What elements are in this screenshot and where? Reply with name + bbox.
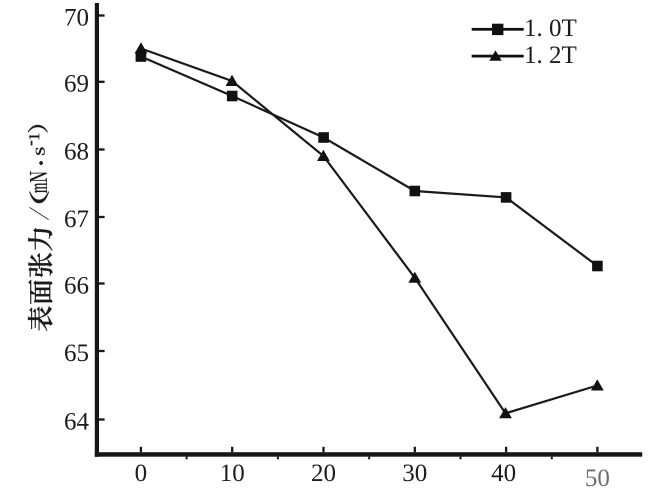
svg-text:69: 69 bbox=[64, 71, 89, 98]
svg-text:20: 20 bbox=[311, 460, 336, 487]
svg-text:70: 70 bbox=[64, 4, 89, 31]
svg-text:65: 65 bbox=[64, 340, 89, 367]
svg-text:1. 2T: 1. 2T bbox=[524, 42, 577, 69]
svg-text:64: 64 bbox=[64, 408, 90, 435]
svg-text:40: 40 bbox=[491, 460, 516, 487]
svg-text:66: 66 bbox=[64, 272, 89, 299]
svg-text:30: 30 bbox=[402, 460, 427, 487]
svg-text:0: 0 bbox=[135, 460, 148, 487]
svg-text:1. 0T: 1. 0T bbox=[524, 15, 577, 42]
svg-text:50: 50 bbox=[585, 465, 610, 492]
svg-text:10: 10 bbox=[220, 460, 245, 487]
svg-text:67: 67 bbox=[64, 206, 89, 233]
svg-text:68: 68 bbox=[64, 138, 89, 165]
